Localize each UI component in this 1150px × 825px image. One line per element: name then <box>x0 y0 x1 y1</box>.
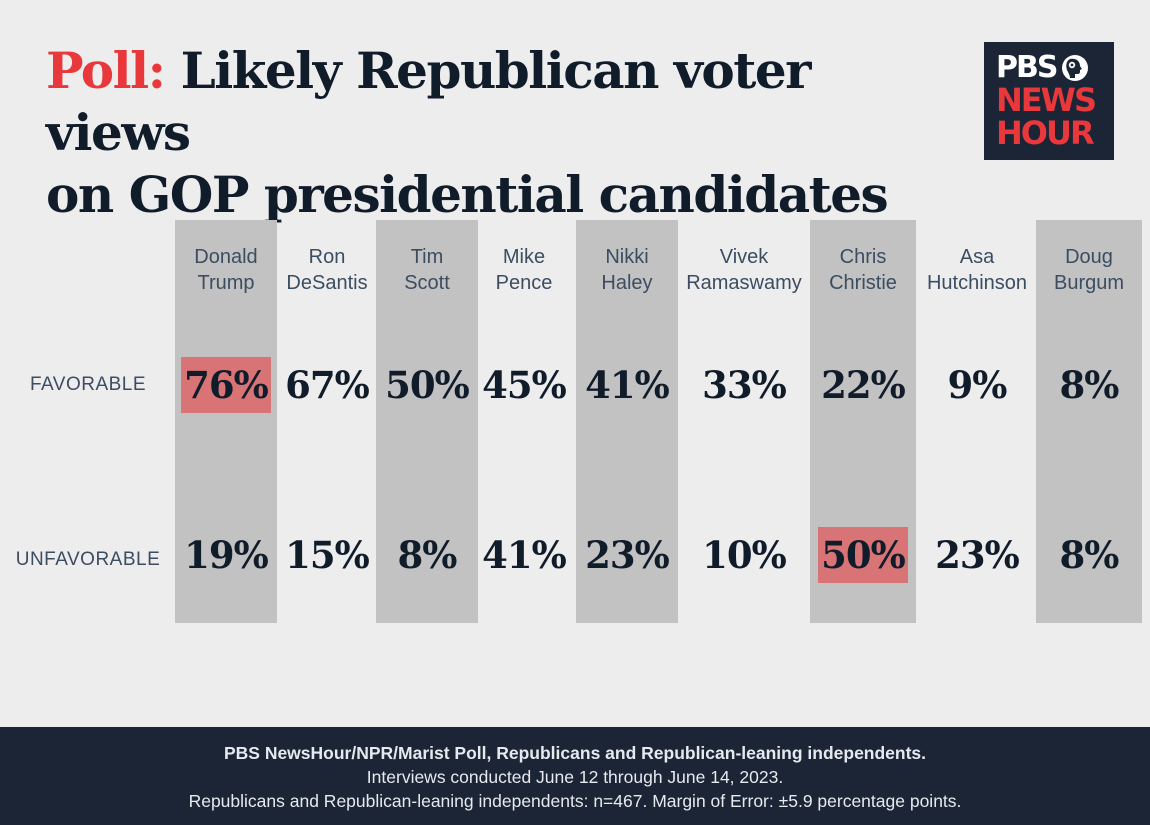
favorable-value-chris-christie: 22% <box>821 363 906 407</box>
candidate-last-name: Trump <box>197 272 255 294</box>
favorable-value-nikki-haley: 41% <box>585 363 670 407</box>
candidate-name-chris-christie: Chris Christie <box>798 244 928 296</box>
candidate-last-name: Haley <box>601 272 653 294</box>
candidate-last-name: Scott <box>404 272 450 294</box>
favorable-value-asa-hutchinson: 9% <box>947 363 1008 407</box>
candidate-first-name: Tim <box>410 246 444 268</box>
favorable-value-tim-scott: 50% <box>385 363 470 407</box>
unfavorable-value-asa-hutchinson: 23% <box>935 533 1020 577</box>
unfavorable-value-donald-trump: 19% <box>184 533 269 577</box>
title-text-1: Likely Republican voter views <box>46 41 812 162</box>
row-label-unfavorable: UNFAVORABLE <box>15 549 161 570</box>
unfavorable-value-doug-burgum: 8% <box>1059 533 1120 577</box>
candidate-name-donald-trump: Donald Trump <box>161 244 291 296</box>
favorable-value-vivek-ramaswamy: 33% <box>702 363 787 407</box>
row-label-favorable: FAVORABLE <box>29 374 147 395</box>
favorable-value-doug-burgum: 8% <box>1059 363 1120 407</box>
column-shade-nikki-haley <box>576 220 678 623</box>
logo-line-2: NEWS <box>996 81 1097 119</box>
footer: PBS NewsHour/NPR/Marist Poll, Republican… <box>0 727 1150 825</box>
unfavorable-value-nikki-haley: 23% <box>585 533 670 577</box>
candidate-first-name: Nikki <box>605 246 649 268</box>
favorable-value-ron-desantis: 67% <box>285 363 370 407</box>
candidate-first-name: Chris <box>839 246 887 268</box>
unfavorable-value-tim-scott: 8% <box>397 533 458 577</box>
candidate-last-name: Hutchinson <box>926 272 1028 294</box>
logo-line-1: PBS <box>996 52 1114 84</box>
candidate-name-ron-desantis: Ron DeSantis <box>262 244 392 296</box>
pbs-newshour-logo: PBS NEWS HOUR <box>984 42 1114 160</box>
unfavorable-value-ron-desantis: 15% <box>285 533 370 577</box>
candidate-last-name: Burgum <box>1053 272 1125 294</box>
favorable-value-mike-pence: 45% <box>482 363 567 407</box>
candidate-first-name: Vivek <box>719 246 769 268</box>
favorable-value-donald-trump: 76% <box>184 363 269 407</box>
candidate-first-name: Donald <box>194 246 258 268</box>
unfavorable-value-chris-christie: 50% <box>821 533 906 577</box>
footer-source: PBS NewsHour/NPR/Marist Poll, Republican… <box>223 743 927 763</box>
candidate-last-name: Ramaswamy <box>686 272 802 294</box>
column-shade-doug-burgum <box>1036 220 1142 623</box>
title-line-2: on GOP presidential candidates <box>46 165 889 224</box>
title-prefix: Poll: <box>46 41 166 100</box>
candidate-name-asa-hutchinson: Asa Hutchinson <box>912 244 1042 296</box>
candidate-name-mike-pence: Mike Pence <box>459 244 589 296</box>
candidate-last-name: Christie <box>829 272 897 294</box>
logo-line-3: HOUR <box>996 114 1095 152</box>
candidate-name-doug-burgum: Doug Burgum <box>1024 244 1150 296</box>
highlight-unfavorable-chris-christie <box>818 527 908 583</box>
candidate-first-name: Mike <box>502 246 546 268</box>
candidate-last-name: Pence <box>495 272 553 294</box>
candidate-last-name: DeSantis <box>286 272 368 294</box>
unfavorable-value-vivek-ramaswamy: 10% <box>702 533 787 577</box>
unfavorable-value-mike-pence: 41% <box>482 533 567 577</box>
candidate-first-name: Ron <box>308 246 346 268</box>
candidate-first-name: Asa <box>959 246 995 268</box>
chart-title: Poll: Likely Republican voter views on GO… <box>46 40 946 226</box>
candidate-name-tim-scott: Tim Scott <box>362 244 492 296</box>
title-line-1: Poll: Likely Republican voter views <box>46 40 946 164</box>
candidate-name-vivek-ramaswamy: Vivek Ramaswamy <box>679 244 809 296</box>
candidate-name-nikki-haley: Nikki Haley <box>562 244 692 296</box>
column-shade-donald-trump <box>175 220 277 623</box>
column-shade-tim-scott <box>376 220 478 623</box>
highlight-favorable-donald-trump <box>181 357 271 413</box>
pbs-head-icon <box>1062 55 1089 81</box>
candidate-first-name: Doug <box>1065 246 1113 268</box>
logo-pbs-text: PBS <box>996 50 1058 85</box>
footer-sample: Republicans and Republican-leaning indep… <box>188 791 962 811</box>
footer-dates: Interviews conducted June 12 through Jun… <box>366 767 784 787</box>
